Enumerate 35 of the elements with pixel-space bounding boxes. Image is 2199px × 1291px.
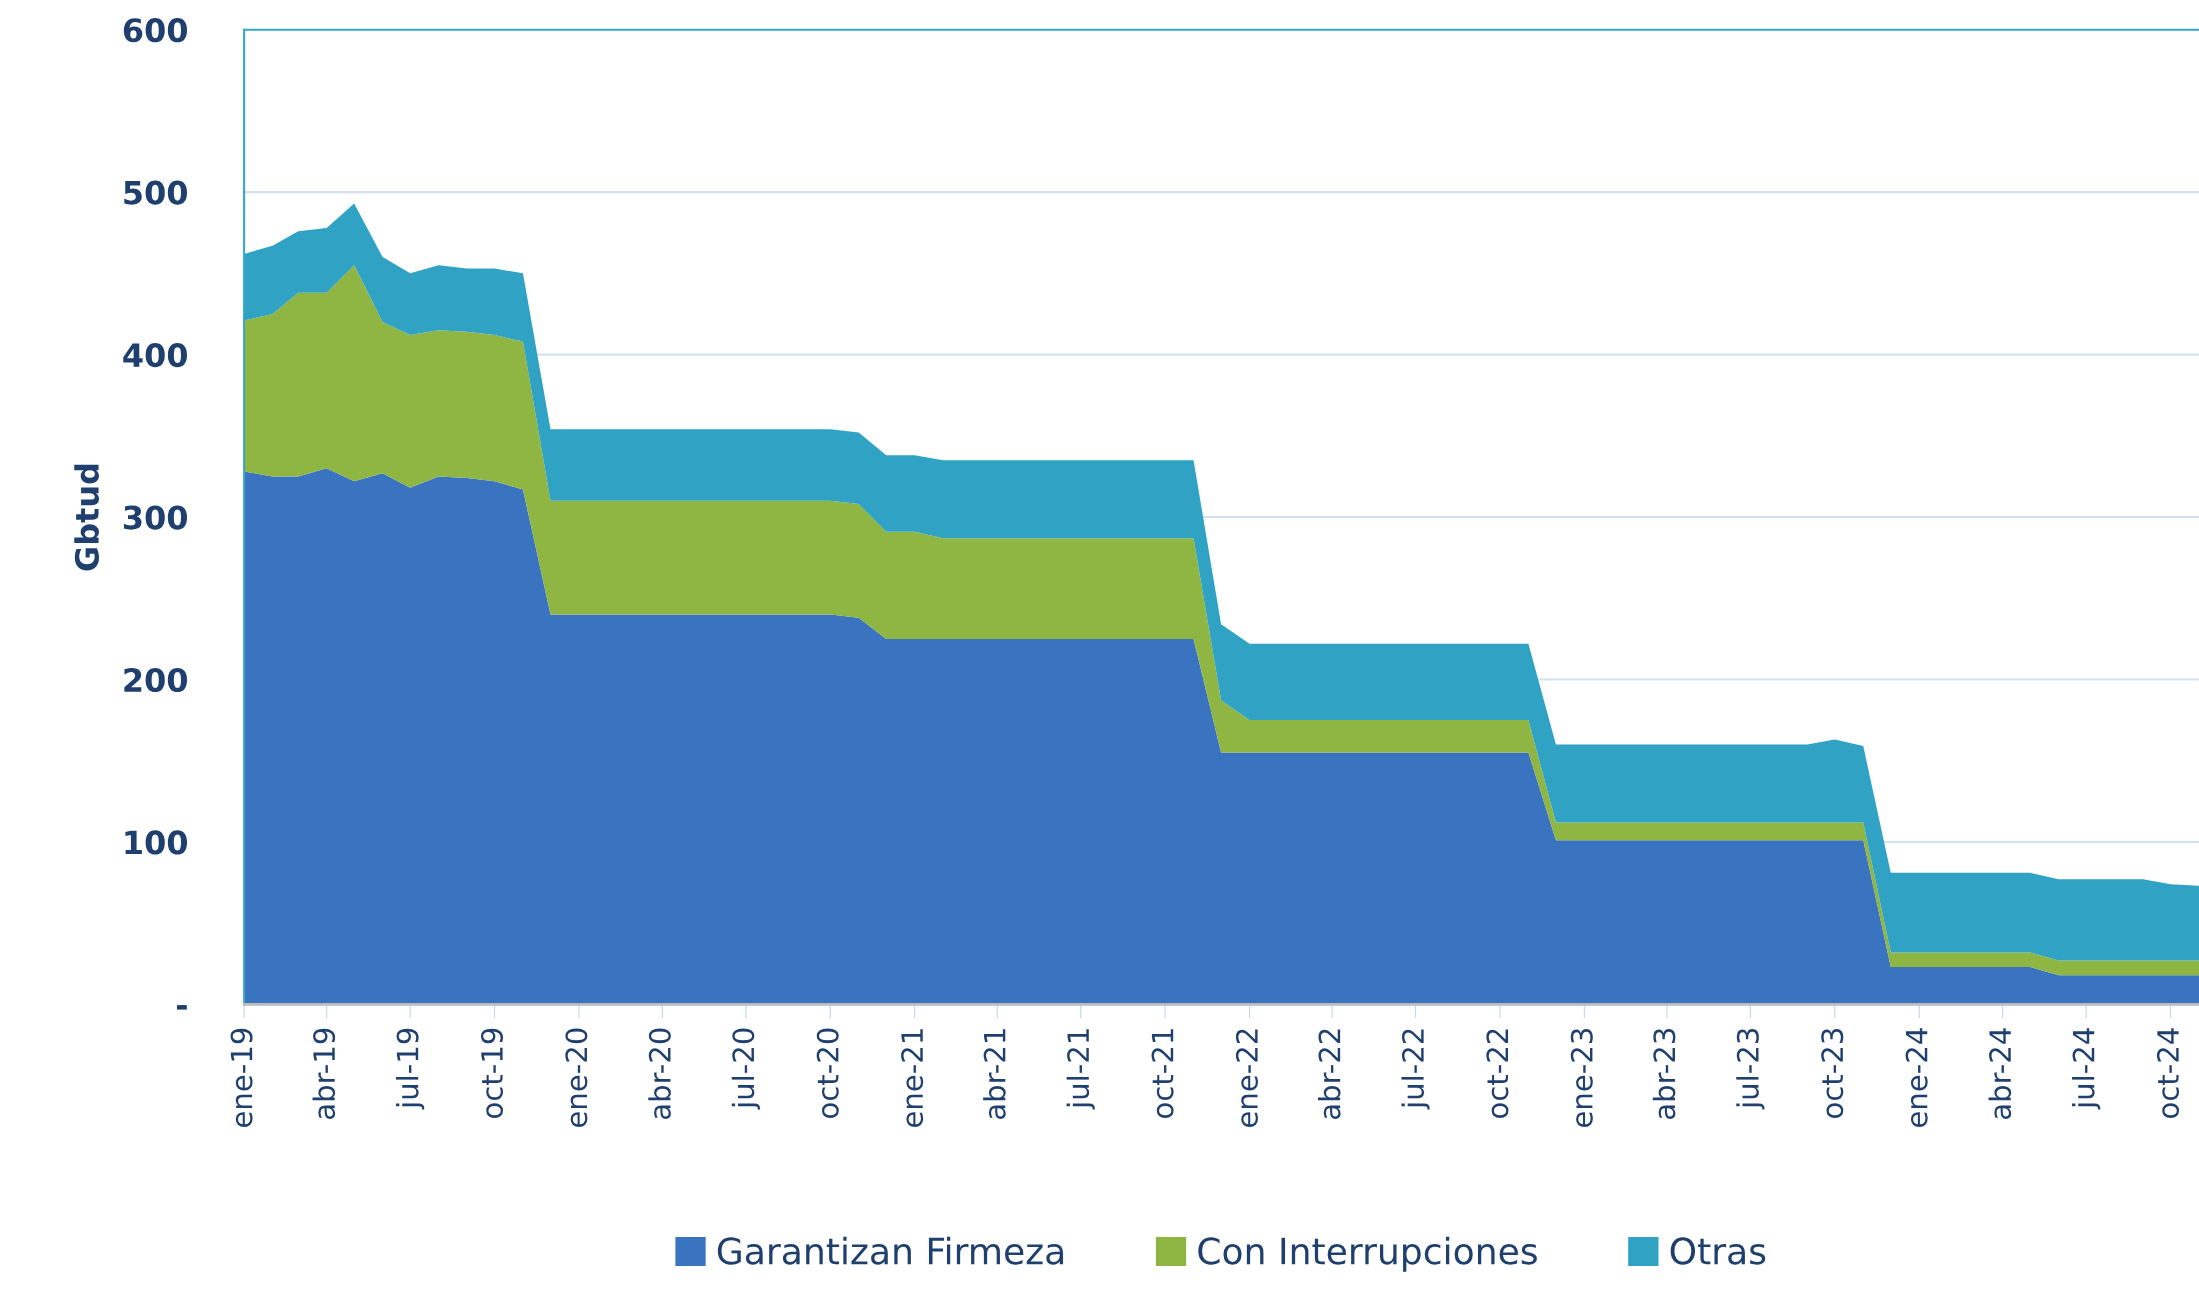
x-tick-label: oct-22 [1486,1029,1509,1118]
x-tick-label: jul-24 [2072,1028,2101,1110]
legend-label: Con Interrupciones [1198,1236,1537,1272]
x-tick-label: oct-19 [480,1028,503,1118]
x-tick-label: jul-20 [731,1028,760,1110]
legend-label: Otras [1670,1237,1766,1265]
x-tick-label: ene-20 [565,1028,588,1128]
x-tick-label: ene-19 [230,1028,253,1128]
x-tick-label: oct-20 [816,1028,839,1118]
x-tick-label: oct-21 [1151,1029,1174,1118]
y-tick-label: 200 [124,667,188,693]
x-tick-label: ene-21 [901,1029,924,1128]
x-tick-label: ene-24 [1905,1028,1928,1128]
x-tick-label: ene-23 [1570,1028,1593,1128]
x-tick-label: abr-24 [1988,1028,2012,1120]
y-tick-label: 500 [124,180,188,205]
x-tick-label: oct-23 [1821,1028,1844,1118]
y-tick-label: 300 [123,505,188,530]
y-tick-label: - [177,1005,187,1010]
y-tick-label: 600 [123,18,188,43]
x-tick-label: abr-21 [983,1029,1006,1120]
legend-label: Garantizan Firmeza [717,1236,1064,1265]
x-tick-label: abr-23 [1652,1028,1676,1120]
x-tick-label: ene-22 [1235,1029,1258,1128]
y-tick-label: 400 [123,343,188,368]
x-tick-label: abr-22 [1317,1029,1341,1120]
x-tick-label: jul-22 [1401,1029,1430,1110]
x-tick-label: abr-20 [648,1028,671,1120]
x-tick-label: oct-24 [2156,1028,2180,1118]
x-tick-label: abr-19 [312,1028,336,1120]
x-tick-label: jul-21 [1066,1029,1095,1110]
y-axis-title: Gbtud [74,464,99,571]
y-tick-label: 100 [125,830,188,855]
x-tick-label: jul-19 [396,1028,425,1110]
x-tick-label: jul-23 [1736,1028,1765,1110]
